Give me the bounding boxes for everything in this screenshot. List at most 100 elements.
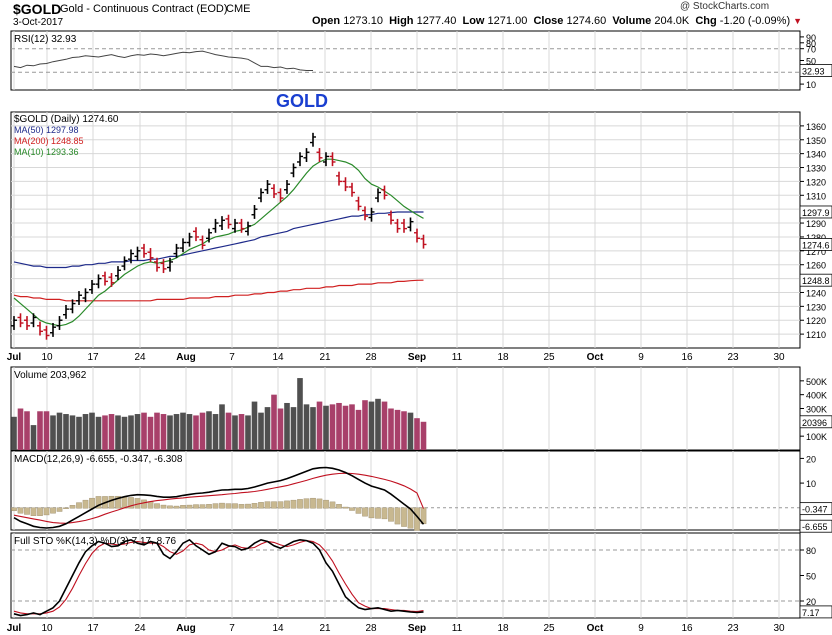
x-tick-label-bottom: 11: [452, 623, 463, 634]
volume-bar: [303, 404, 310, 450]
price-tick-label: 1280: [806, 233, 826, 243]
volume-bar: [219, 404, 225, 450]
macd-histogram-bar: [141, 499, 147, 509]
x-tick-label: Oct: [587, 352, 604, 363]
macd-histogram-bar: [115, 495, 121, 509]
macd-histogram-bar: [199, 504, 206, 509]
sto-k-line: [13, 538, 424, 617]
macd-histogram-bar: [349, 507, 355, 511]
macd-histogram-bar: [375, 507, 381, 519]
symbol: $GOLD: [13, 1, 62, 17]
rsi-line: [13, 50, 313, 71]
last-value-box: [799, 519, 832, 533]
price-legend-title: $GOLD (Daily) 1274.60: [14, 114, 119, 125]
volume-bar: [258, 412, 264, 450]
x-tick-label: 25: [543, 352, 555, 363]
volume-value: 204.0K: [654, 15, 690, 27]
macd-histogram-bar: [225, 503, 232, 509]
last-value-box: [799, 205, 832, 219]
macd-histogram-bar: [284, 500, 290, 509]
volume-bar: [43, 411, 50, 450]
macd-histogram-bar: [24, 507, 30, 515]
volume-bar: [264, 407, 271, 450]
sto-tick-label: 80: [806, 546, 816, 556]
ma50-legend: MA(50) 1297.98: [14, 125, 79, 135]
last-value-box: [799, 605, 832, 619]
macd-histogram-bar: [362, 507, 368, 517]
macd-histogram-bar: [95, 496, 102, 509]
volume-bar: [388, 408, 394, 450]
price-tick-label: 1350: [806, 136, 826, 146]
x-tick-label: 18: [497, 352, 509, 363]
macd-histogram-bar: [147, 501, 154, 509]
last-value-box: [799, 238, 832, 251]
x-tick-label: 9: [638, 352, 644, 363]
price-tick-label: 1270: [806, 247, 826, 257]
macd-histogram-bar: [43, 507, 50, 516]
volume-tick-label: 300K: [806, 405, 827, 415]
sto-legend: Full STO %K(14,3) %D(3) 7.17, 8.76: [14, 536, 177, 547]
volume-bar: [349, 404, 355, 450]
low-label: Low: [462, 15, 485, 27]
macd-histogram-bar: [219, 502, 225, 509]
sto-last-value: 7.17: [802, 608, 820, 618]
price-tick-label: 1240: [806, 288, 826, 298]
x-tick-label: 14: [272, 352, 284, 363]
x-tick-label: 23: [727, 352, 739, 363]
price-tick-label: 1360: [806, 122, 826, 132]
macd-histogram-bar: [238, 504, 245, 509]
macd-histogram-bar: [89, 497, 95, 509]
ma10-legend: MA(10) 1293.36: [14, 147, 79, 157]
volume-bar: [232, 415, 238, 450]
volume-bar: [167, 415, 173, 450]
rsi-tick-label: 90: [806, 33, 816, 43]
macd-legend: MACD(12,26,9) -6.655, -0.347, -6.308: [14, 454, 183, 465]
volume-bar: [180, 412, 186, 450]
volume-bar: [414, 418, 420, 450]
price-tick-label: 1340: [806, 150, 826, 160]
macd-histogram-bar: [394, 507, 401, 525]
x-tick-label-bottom: 24: [134, 623, 146, 634]
x-tick-label-bottom: 25: [543, 623, 555, 634]
macd-histogram-bar: [303, 498, 310, 509]
x-tick-label-bottom: Sep: [408, 623, 426, 634]
volume-bar: [375, 398, 381, 450]
x-tick-label-bottom: 17: [87, 623, 99, 634]
volume-bar: [160, 414, 167, 450]
volume-bar: [147, 416, 154, 450]
volume-bar: [141, 412, 147, 450]
volume-bar: [401, 411, 407, 450]
volume-bar: [206, 411, 212, 450]
ma10-line: [13, 158, 424, 327]
volume-bar: [193, 415, 199, 450]
x-tick-label-bottom: 23: [727, 623, 739, 634]
x-tick-label: Sep: [408, 352, 426, 363]
price-tick-label: 1230: [806, 302, 826, 312]
watermark: @ StockCharts.com: [680, 1, 770, 12]
price-tick-label: 1330: [806, 164, 826, 174]
rsi-tick-label: 80: [806, 39, 816, 49]
x-tick-label: 30: [773, 352, 785, 363]
x-tick-label-bottom: 30: [773, 623, 785, 634]
volume-bar: [362, 400, 368, 450]
sto-tick-label: 20: [806, 597, 816, 607]
macd-histogram-bar: [401, 507, 407, 527]
price-tick-label: 1290: [806, 219, 826, 229]
x-tick-label-bottom: Oct: [587, 623, 604, 634]
last-value-box: [799, 415, 832, 429]
volume-bar: [284, 402, 290, 450]
volume-bar: [420, 421, 427, 450]
volume-bar: [225, 412, 232, 450]
volume-bar: [186, 414, 193, 450]
macd-histogram-bar: [56, 507, 63, 512]
close-label: Close: [533, 15, 564, 27]
macd-histogram-bar: [251, 503, 258, 509]
macd-histogram-bar: [206, 504, 212, 509]
volume-bar: [102, 415, 108, 450]
x-tick-label: 21: [319, 352, 331, 363]
volume-bar: [245, 415, 251, 450]
macd-last-value: -6.655: [802, 522, 828, 532]
macd-tick-label: 10: [806, 479, 816, 489]
volume-bar: [76, 416, 82, 450]
close-last-value: 1274.6: [802, 240, 830, 250]
